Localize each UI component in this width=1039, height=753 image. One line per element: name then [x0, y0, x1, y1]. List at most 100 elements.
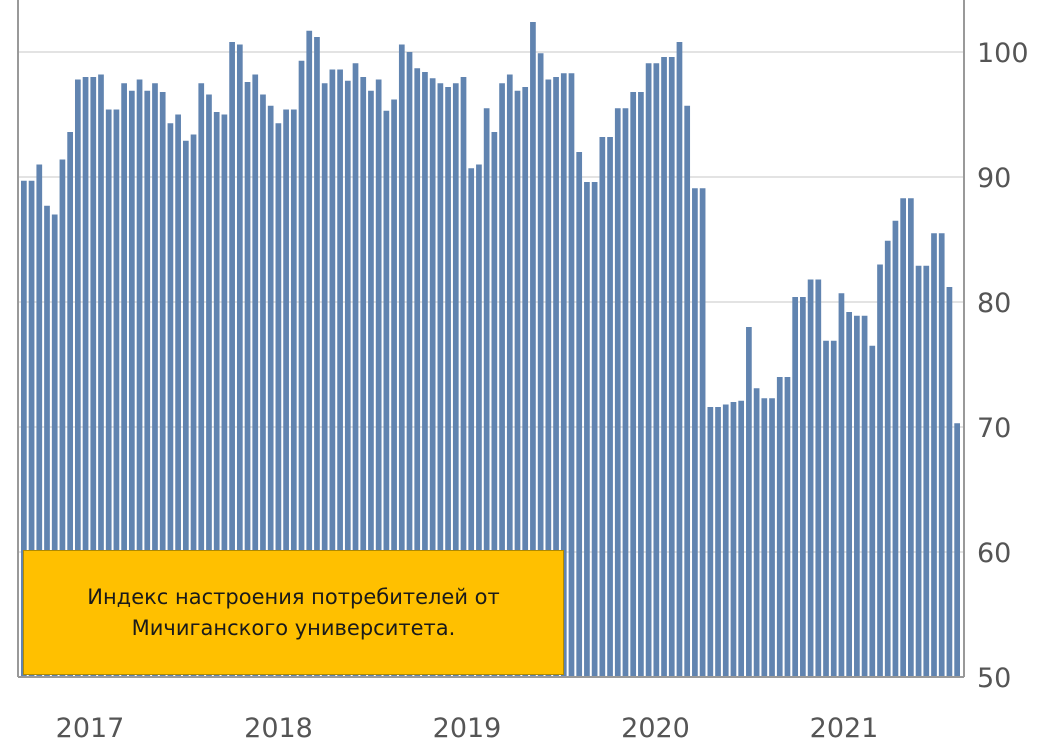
bar — [491, 132, 498, 677]
bar — [576, 152, 583, 677]
bar — [761, 398, 768, 677]
bar — [923, 265, 930, 677]
bar — [329, 69, 336, 677]
bar — [383, 110, 390, 677]
bar — [931, 233, 937, 677]
bar — [692, 188, 698, 677]
bar — [908, 198, 914, 677]
bar — [182, 140, 189, 677]
y-tick-label: 80 — [977, 288, 1011, 319]
bar — [884, 240, 891, 677]
bar — [445, 87, 451, 677]
bar — [44, 205, 50, 677]
bar — [406, 52, 413, 677]
legend-box: Индекс настроения потребителей от Мичига… — [23, 550, 564, 675]
bars — [21, 22, 960, 677]
bar — [722, 404, 729, 677]
bar — [82, 77, 89, 677]
bar — [437, 83, 444, 677]
bar — [167, 123, 174, 677]
bar — [152, 83, 158, 677]
bar — [321, 83, 328, 677]
bar — [877, 264, 883, 677]
bar — [800, 297, 806, 677]
bar — [514, 90, 521, 677]
bar — [221, 114, 228, 677]
bar — [476, 164, 482, 677]
x-tick-label: 2021 — [810, 713, 879, 744]
bar — [506, 74, 513, 677]
bar — [599, 137, 606, 677]
bar — [113, 109, 120, 677]
bar — [553, 77, 559, 677]
bar — [591, 182, 598, 677]
bar — [36, 164, 43, 677]
bar — [746, 327, 752, 677]
bar — [846, 312, 853, 677]
bar — [900, 198, 907, 677]
y-tick-label: 90 — [977, 163, 1011, 194]
bar — [121, 83, 127, 677]
bar — [537, 53, 544, 677]
bar — [136, 79, 143, 677]
bar — [298, 60, 305, 677]
bar — [468, 168, 475, 677]
bar — [707, 407, 714, 677]
y-tick-label: 100 — [977, 38, 1029, 69]
bar — [483, 108, 490, 677]
bar — [715, 407, 721, 677]
bar — [344, 80, 351, 677]
x-tick-label: 2020 — [621, 713, 690, 744]
bar — [738, 400, 745, 677]
bar — [90, 77, 97, 677]
bar — [175, 114, 181, 677]
bar — [792, 297, 799, 677]
bar — [568, 73, 575, 677]
x-tick-label: 2018 — [244, 713, 313, 744]
bar — [422, 72, 428, 677]
bar — [699, 188, 706, 677]
bar — [892, 220, 899, 677]
bar — [607, 137, 613, 677]
bar — [337, 69, 343, 677]
bar — [229, 42, 235, 677]
bar — [67, 132, 73, 677]
bar — [105, 109, 112, 677]
bar — [283, 109, 289, 677]
bar — [159, 92, 166, 677]
bar — [823, 340, 829, 677]
bar — [545, 79, 552, 677]
bar — [260, 94, 266, 677]
bar — [244, 82, 251, 677]
x-tick-label: 2017 — [56, 713, 125, 744]
bar — [499, 83, 505, 677]
bar — [560, 73, 567, 677]
bar — [830, 340, 837, 677]
bar — [661, 57, 667, 677]
bar — [368, 90, 374, 677]
bar — [638, 92, 644, 677]
bar — [730, 402, 737, 677]
bar — [645, 63, 652, 677]
bar — [946, 287, 953, 677]
bar — [938, 233, 945, 677]
bar — [74, 79, 81, 677]
bar — [414, 68, 421, 677]
bar — [352, 63, 359, 677]
bar — [213, 112, 220, 677]
bar — [198, 83, 205, 677]
bar — [954, 423, 960, 677]
x-tick-labels: 2017 2018 2019 2020 2021 — [56, 713, 879, 744]
bar — [838, 293, 845, 677]
bar — [128, 90, 135, 677]
bar — [98, 74, 104, 677]
bar — [21, 180, 27, 677]
bar — [784, 377, 791, 677]
bar — [51, 214, 58, 677]
bar — [460, 77, 467, 677]
y-tick-label: 70 — [977, 413, 1011, 444]
bar — [854, 315, 860, 677]
bar — [452, 83, 459, 677]
bar — [360, 77, 367, 677]
bar — [267, 105, 274, 677]
